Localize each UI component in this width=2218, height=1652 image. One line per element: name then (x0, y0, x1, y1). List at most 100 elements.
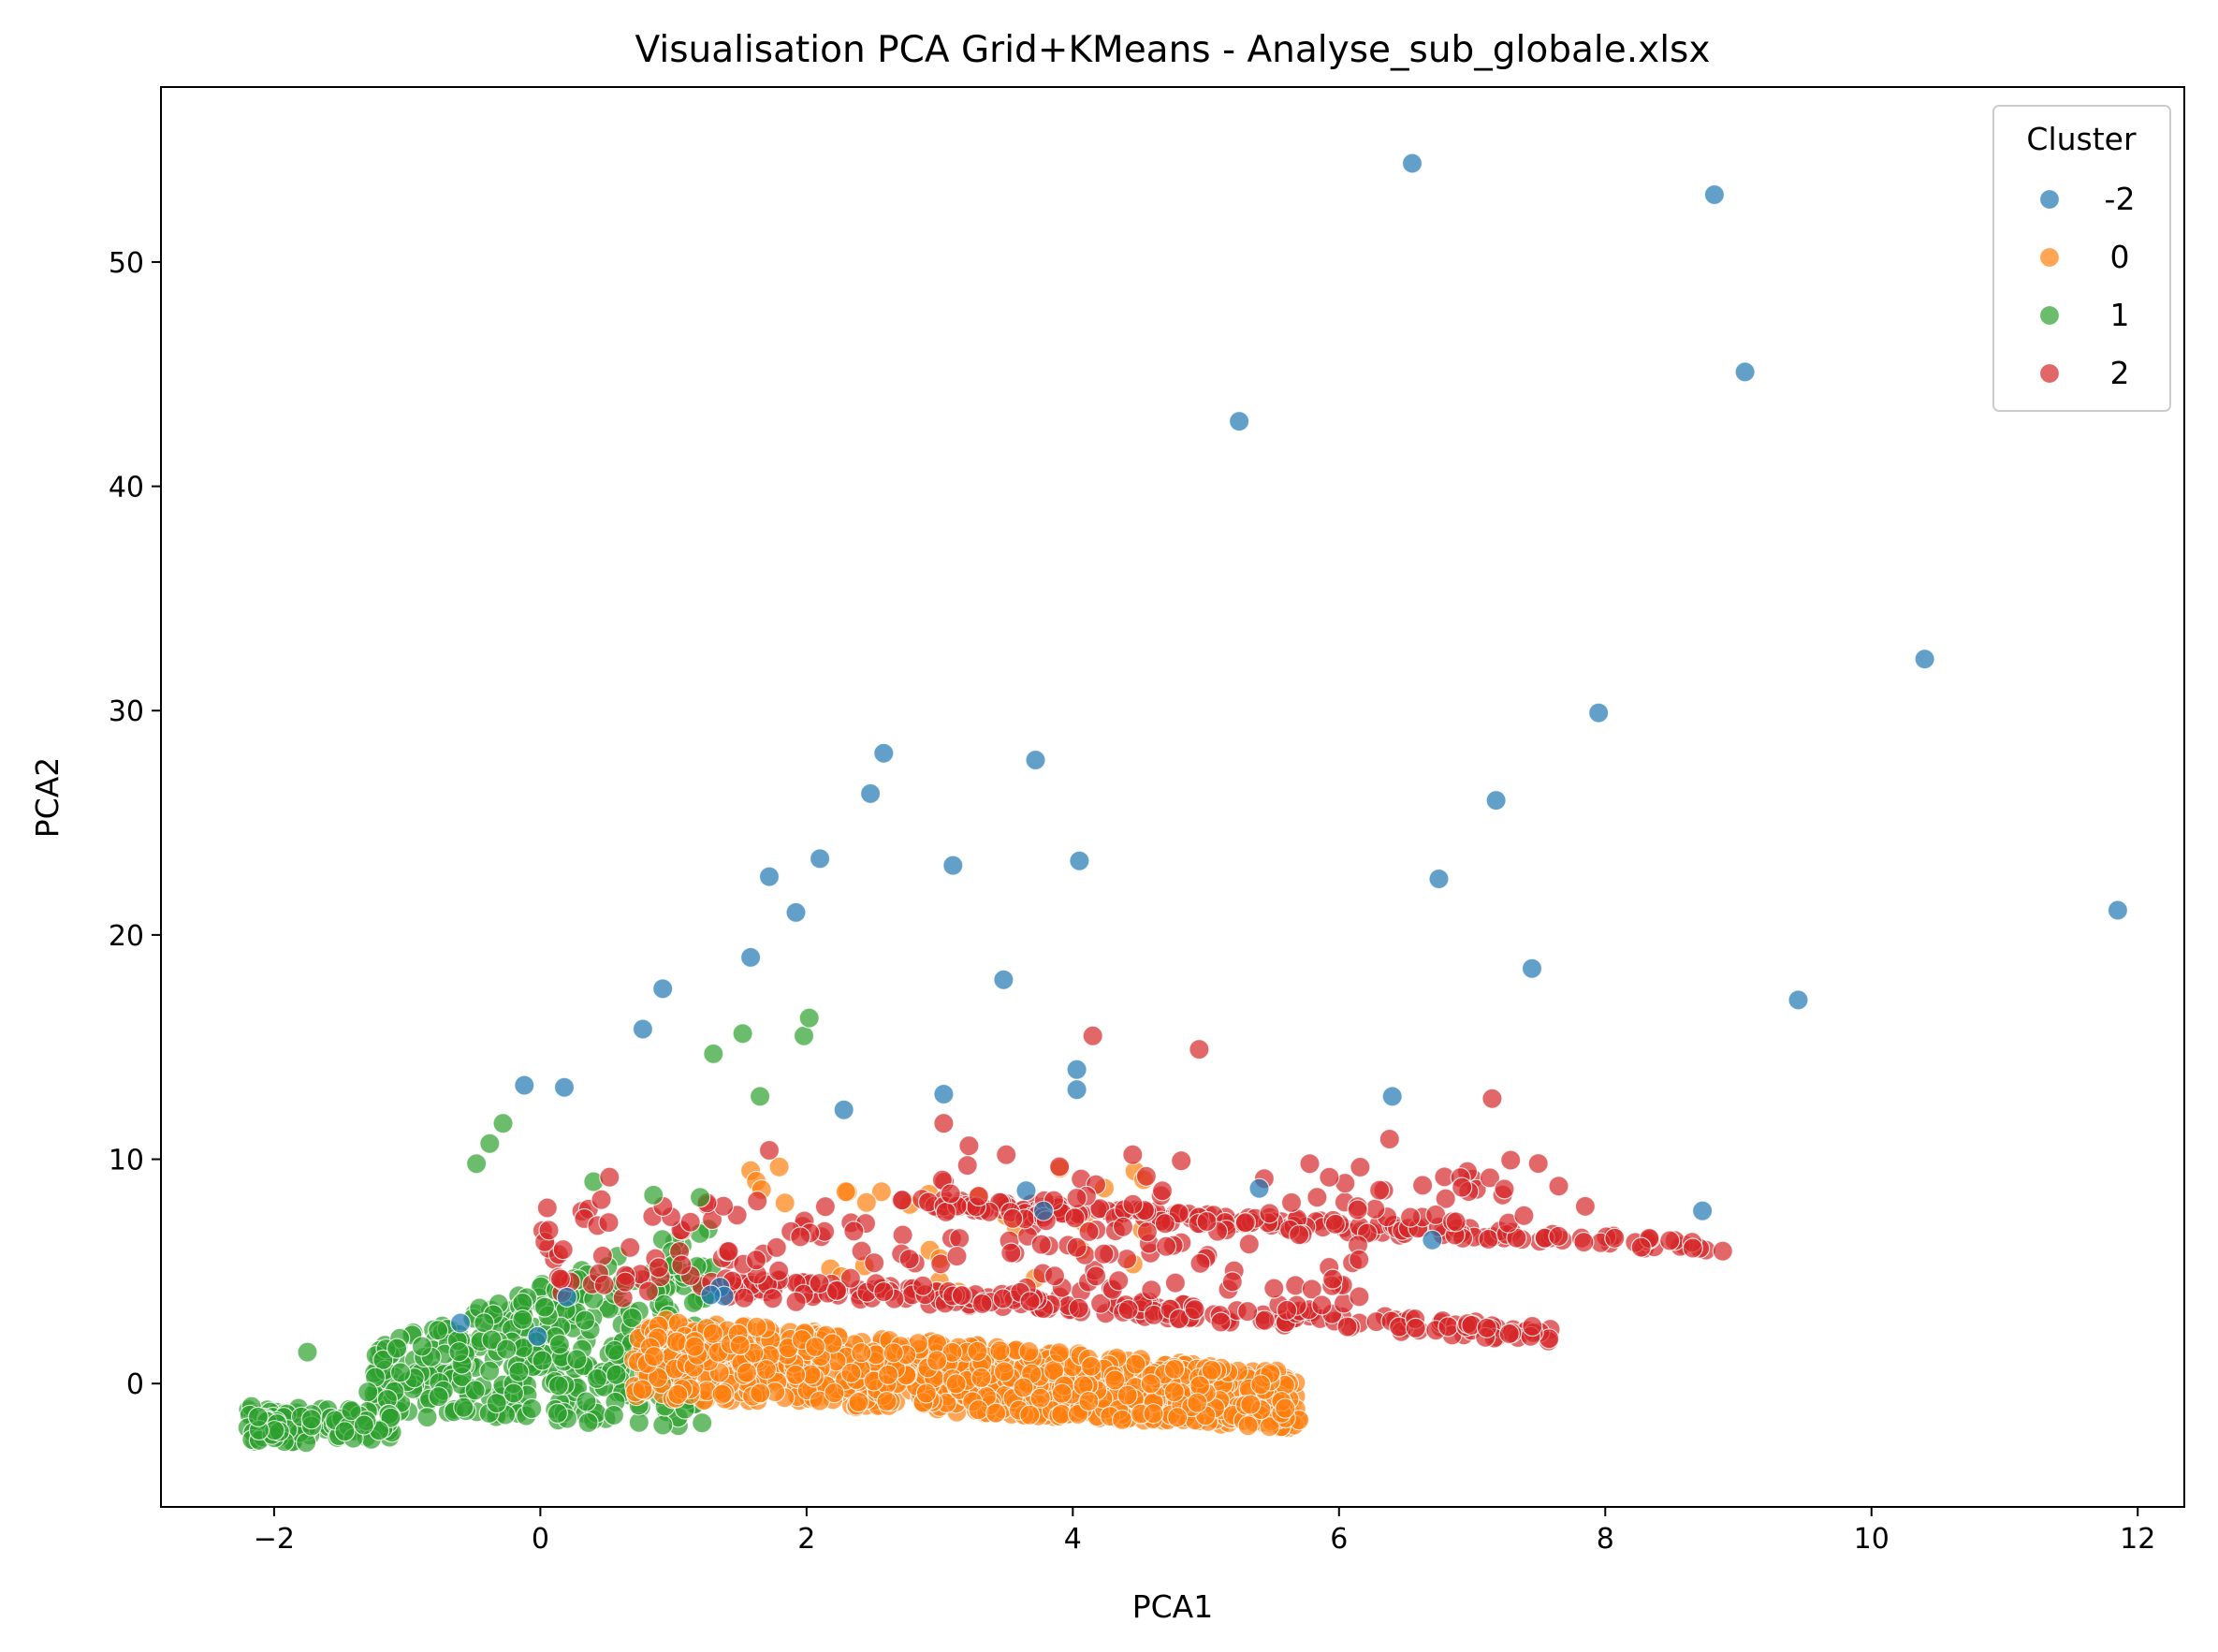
scatter-point-cluster--2 (1428, 868, 1450, 890)
scatter-point-cluster-0 (1167, 1407, 1189, 1428)
scatter-point-cluster-2 (1116, 1248, 1138, 1270)
scatter-point-cluster-2 (839, 1267, 862, 1289)
scatter-point-cluster-1 (533, 1296, 556, 1318)
scatter-point-cluster-0 (989, 1340, 1011, 1362)
scatter-point-cluster-2 (648, 1257, 670, 1279)
scatter-point-cluster-2 (591, 1189, 612, 1210)
scatter-point-cluster-0 (1163, 1382, 1185, 1403)
scatter-point-cluster-2 (1548, 1176, 1569, 1197)
scatter-point-cluster--2 (1521, 958, 1543, 979)
scatter-point-cluster-1 (448, 1341, 470, 1363)
scatter-point-cluster--2 (2107, 899, 2128, 921)
scatter-point-cluster--2 (1248, 1177, 1270, 1199)
scatter-point-cluster--2 (1588, 702, 1610, 724)
scatter-point-cluster-1 (606, 1364, 627, 1385)
scatter-point-cluster-2 (1604, 1227, 1626, 1249)
scatter-point-cluster-2 (1522, 1315, 1543, 1338)
legend-marker (2038, 188, 2061, 211)
scatter-point-cluster--2 (1015, 1179, 1037, 1202)
scatter-point-cluster-0 (851, 1342, 872, 1364)
scatter-point-cluster-2 (1712, 1240, 1733, 1262)
scatter-point-cluster-2 (1306, 1187, 1328, 1208)
scatter-point-cluster-0 (970, 1367, 992, 1389)
scatter-point-cluster-0 (1111, 1409, 1133, 1431)
x-tick-label: 2 (797, 1523, 815, 1556)
scatter-point-cluster-1 (604, 1339, 625, 1361)
scatter-point-cluster-0 (1018, 1340, 1040, 1363)
scatter-point-cluster-2 (1141, 1279, 1162, 1301)
scatter-point-cluster--2 (1381, 1086, 1403, 1107)
scatter-point-cluster-0 (1250, 1374, 1272, 1396)
scatter-point-cluster-2 (745, 1250, 767, 1271)
scatter-point-cluster-0 (1187, 1392, 1208, 1413)
scatter-point-cluster--2 (632, 1018, 654, 1040)
scatter-point-cluster-1 (798, 1007, 820, 1029)
scatter-point-cluster-2 (1189, 1038, 1210, 1060)
scatter-point-cluster-1 (416, 1406, 438, 1428)
y-axis-label: PCA2 (29, 757, 66, 839)
scatter-point-cluster-0 (877, 1364, 899, 1386)
scatter-point-cluster-1 (372, 1349, 394, 1371)
scatter-point-cluster-0 (729, 1334, 751, 1356)
scatter-point-cluster-2 (1066, 1236, 1087, 1258)
scatter-point-cluster-2 (1350, 1156, 1371, 1178)
scatter-point-cluster-2 (1399, 1206, 1422, 1228)
scatter-point-cluster-2 (1234, 1211, 1257, 1234)
scatter-point-cluster-2 (536, 1197, 558, 1219)
scatter-point-cluster--2 (942, 855, 964, 876)
scatter-point-cluster-2 (1043, 1265, 1066, 1287)
scatter-point-cluster-2 (956, 1154, 978, 1177)
scatter-point-cluster-2 (1030, 1234, 1052, 1255)
scatter-point-cluster-1 (492, 1113, 514, 1134)
scatter-point-cluster-2 (1324, 1213, 1347, 1235)
y-tick-label: 30 (109, 695, 144, 728)
scatter-point-cluster--2 (1032, 1200, 1055, 1221)
scatter-point-cluster--2 (873, 742, 895, 764)
scatter-point-cluster-1 (481, 1329, 503, 1351)
scatter-point-cluster-2 (1659, 1230, 1681, 1251)
scatter-point-cluster-2 (1301, 1279, 1322, 1300)
legend-label: 0 (2110, 239, 2130, 275)
scatter-point-cluster--2 (1069, 850, 1090, 871)
legend-frame (1992, 105, 2171, 412)
scatter-point-cluster-2 (620, 1236, 641, 1259)
scatter-point-cluster-2 (538, 1220, 560, 1241)
scatter-point-cluster-0 (1051, 1382, 1073, 1404)
scatter-point-cluster-2 (1112, 1216, 1134, 1237)
scatter-point-cluster-2 (843, 1221, 865, 1242)
scatter-point-cluster-0 (665, 1331, 688, 1352)
scatter-point-cluster-2 (1254, 1309, 1276, 1331)
scatter-point-cluster-0 (883, 1342, 904, 1364)
scatter-point-cluster-2 (1548, 1225, 1569, 1247)
scatter-point-cluster-0 (1080, 1355, 1102, 1378)
scatter-point-cluster-1 (521, 1397, 543, 1420)
scatter-point-cluster-0 (1143, 1403, 1164, 1425)
scatter-point-cluster--2 (1691, 1200, 1714, 1221)
scatter-point-cluster-0 (702, 1323, 724, 1344)
scatter-point-cluster-1 (652, 1414, 674, 1436)
scatter-point-cluster-0 (805, 1336, 826, 1358)
legend-label: 1 (2110, 297, 2130, 333)
scatter-point-cluster-1 (464, 1380, 486, 1401)
scatter-point-cluster-2 (1064, 1207, 1086, 1229)
scatter-point-cluster-1 (574, 1309, 596, 1331)
scatter-point-cluster-0 (736, 1362, 758, 1383)
scatter-point-cluster-2 (1184, 1298, 1205, 1321)
scatter-point-cluster--2 (449, 1312, 472, 1334)
scatter-point-cluster-2 (1210, 1311, 1232, 1333)
scatter-point-cluster--2 (1914, 648, 1935, 670)
scatter-point-cluster-0 (647, 1367, 669, 1389)
scatter-point-cluster-0 (683, 1336, 706, 1357)
scatter-point-cluster-2 (1108, 1270, 1130, 1292)
scatter-point-cluster--2 (556, 1286, 577, 1308)
scatter-point-cluster-2 (1117, 1298, 1139, 1321)
y-axis-ticks: 0 10 20 30 40 50 (109, 247, 161, 1401)
points-layer (237, 153, 2128, 1454)
x-tick-label: 8 (1597, 1523, 1614, 1556)
scatter-point-cluster-0 (835, 1181, 856, 1203)
scatter-point-cluster-0 (1125, 1353, 1146, 1375)
scatter-point-cluster-2 (1368, 1179, 1391, 1201)
scatter-point-cluster-0 (968, 1399, 989, 1421)
scatter-point-cluster--2 (1485, 789, 1507, 811)
scatter-point-cluster-0 (774, 1192, 795, 1214)
